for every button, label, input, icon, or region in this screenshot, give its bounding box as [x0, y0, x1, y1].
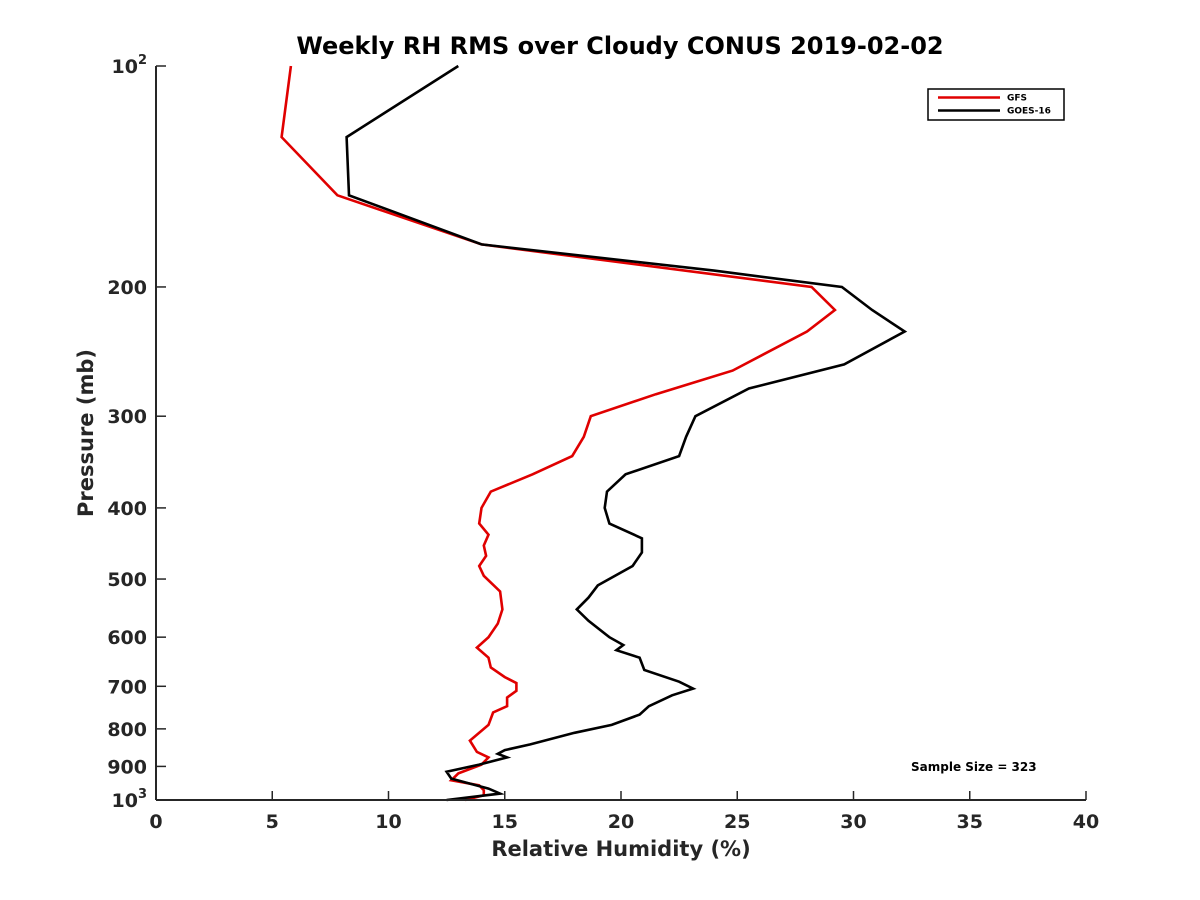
series-line-gfs — [280, 65, 837, 802]
x-tick-label: 40 — [1073, 811, 1099, 833]
y-tick-label: 400 — [107, 498, 147, 520]
y-tick-label: 300 — [107, 406, 147, 428]
x-tick-label: 25 — [724, 811, 750, 833]
y-tick-label: 800 — [107, 719, 147, 741]
x-tick-label: 5 — [266, 811, 279, 833]
x-tick-label: 35 — [957, 811, 983, 833]
x-ticks: 0 5 10 15 20 25 30 35 40 — [149, 791, 1099, 833]
y-tick-label: 700 — [107, 676, 147, 698]
x-tick-label: 15 — [492, 811, 518, 833]
y-tick-label: 102 — [112, 53, 148, 78]
x-tick-label: 30 — [840, 811, 866, 833]
series-layer — [280, 64, 908, 802]
y-tick-label: 200 — [107, 277, 147, 299]
legend-label-goes16: GOES-16 — [1007, 107, 1051, 117]
x-axis-label: Relative Humidity (%) — [491, 837, 750, 861]
legend-box — [927, 88, 1065, 121]
chart-title: Weekly RH RMS over Cloudy CONUS 2019-02-… — [296, 32, 943, 60]
x-tick-label: 20 — [608, 811, 634, 833]
sample-size-annotation: Sample Size = 323 — [911, 760, 1037, 774]
y-ticks: 102 200 300 400 500 600 700 800 900 103 — [107, 53, 166, 812]
y-axis-label: Pressure (mb) — [74, 349, 98, 517]
y-tick-label: 103 — [112, 787, 148, 812]
y-tick-label: 900 — [107, 756, 147, 778]
legend: GFS GOES-16 — [927, 88, 1065, 121]
x-tick-label: 0 — [149, 811, 162, 833]
y-tick-label: 500 — [107, 569, 147, 591]
legend-label-gfs: GFS — [1007, 94, 1027, 104]
series-line-goes16 — [345, 64, 908, 802]
y-tick-label: 600 — [107, 627, 147, 649]
x-tick-label: 10 — [375, 811, 401, 833]
